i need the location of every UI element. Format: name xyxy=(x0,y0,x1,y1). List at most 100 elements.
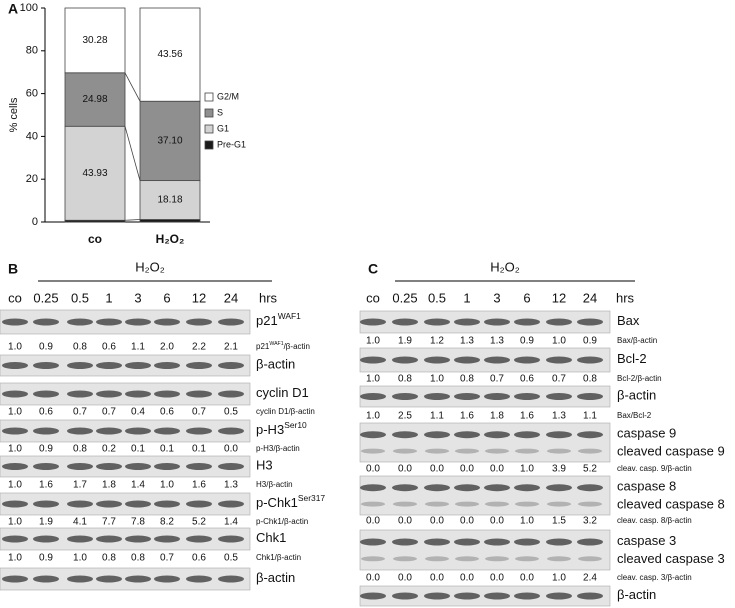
quantification: 0.0 xyxy=(430,464,444,475)
quantification: 0.0 xyxy=(366,464,380,475)
quantification: 3.9 xyxy=(552,464,566,475)
quantification: 1.0 xyxy=(8,480,22,491)
band xyxy=(424,431,450,439)
text-part: caspase 3 xyxy=(617,533,676,548)
band xyxy=(454,318,480,326)
band xyxy=(454,484,480,492)
column-label: 0.5 xyxy=(71,290,89,305)
quantification: 1.0 xyxy=(520,516,534,527)
band xyxy=(360,484,386,492)
band xyxy=(546,538,572,546)
band xyxy=(392,431,418,439)
column-label: co xyxy=(8,290,22,305)
band xyxy=(577,356,603,364)
quantification: 0.7 xyxy=(552,374,566,385)
quantification: 0.8 xyxy=(583,374,597,385)
band xyxy=(96,500,122,508)
band xyxy=(546,431,572,439)
band xyxy=(454,431,480,439)
band xyxy=(485,448,509,454)
band xyxy=(360,318,386,326)
band xyxy=(455,556,479,562)
blot-label: H3 xyxy=(256,458,273,473)
band xyxy=(454,538,480,546)
band xyxy=(218,390,244,398)
quantification: 0.0 xyxy=(430,573,444,584)
treatment-label: H₂O₂ xyxy=(490,259,520,274)
band xyxy=(361,556,385,562)
band xyxy=(484,592,510,600)
text-part: Chk1 xyxy=(256,530,286,545)
text-part: p-H3/β-actin xyxy=(256,444,300,453)
superscript: Ser317 xyxy=(298,493,326,503)
legend-swatch xyxy=(204,124,214,134)
text-part: caspase 9 xyxy=(617,426,676,441)
legend-swatch xyxy=(204,92,214,102)
ratio-label: Bax/β-actin xyxy=(617,336,657,345)
blot-label: cleaved caspase 9 xyxy=(617,444,725,459)
quantification: 0.6 xyxy=(520,374,534,385)
quantification: 1.0 xyxy=(8,553,22,564)
band xyxy=(186,427,212,435)
band xyxy=(33,318,59,326)
quantification: 0.0 xyxy=(366,516,380,527)
band xyxy=(2,535,28,543)
band xyxy=(514,318,540,326)
quantification: 1.0 xyxy=(8,342,22,353)
blot xyxy=(0,419,251,443)
quantification: 0.6 xyxy=(39,407,53,418)
band xyxy=(514,393,540,400)
band xyxy=(424,318,450,326)
quantification: 0.9 xyxy=(39,342,53,353)
band xyxy=(67,500,93,508)
legend-label: G2/M xyxy=(217,91,239,101)
column-label: 0.25 xyxy=(33,290,58,305)
band xyxy=(96,427,122,435)
quantification: 0.7 xyxy=(490,374,504,385)
band xyxy=(360,538,386,546)
quantification: 0.0 xyxy=(398,516,412,527)
band xyxy=(515,556,539,562)
band xyxy=(2,575,28,583)
column-label: 0.25 xyxy=(392,290,417,305)
column-label: 1 xyxy=(105,290,112,305)
treatment-label: H₂O₂ xyxy=(135,259,165,274)
column-label: 0.5 xyxy=(428,290,446,305)
band xyxy=(33,390,59,398)
text-part: H3 xyxy=(256,458,273,473)
value-label: 43.56 xyxy=(157,49,182,60)
blot-label: caspase 8 xyxy=(617,479,676,494)
quantification: 0.8 xyxy=(398,374,412,385)
text-part: Bcl-2/β-actin xyxy=(617,374,662,383)
band xyxy=(67,427,93,435)
quantification: 1.5 xyxy=(552,516,566,527)
quantification: 5.2 xyxy=(583,464,597,475)
quantification: 0.5 xyxy=(224,407,238,418)
quantification: 1.7 xyxy=(73,480,87,491)
ratio-label: Bax/Bcl-2 xyxy=(617,411,652,420)
band xyxy=(485,556,509,562)
band xyxy=(154,535,180,543)
band xyxy=(393,448,417,454)
ratio-label: p-H3/β-actin xyxy=(256,444,300,453)
quantification: 0.0 xyxy=(490,573,504,584)
band xyxy=(425,556,449,562)
superscript: WAF1 xyxy=(269,341,283,347)
unit-label: hrs xyxy=(616,290,635,305)
band xyxy=(67,463,93,470)
quantification: 0.5 xyxy=(224,553,238,564)
blot xyxy=(0,382,251,406)
quantification: 0.0 xyxy=(490,464,504,475)
text-part: Bcl-2 xyxy=(617,351,647,366)
value-label: 24.98 xyxy=(82,94,107,105)
quantification: 4.1 xyxy=(73,517,87,528)
text-part: p21 xyxy=(256,313,278,328)
column-label: co xyxy=(366,290,380,305)
ratio-label: cyclin D1/β-actin xyxy=(256,407,315,416)
quantification: 7.8 xyxy=(131,517,145,528)
column-label: 1 xyxy=(463,290,470,305)
band xyxy=(33,535,59,543)
quantification: 1.3 xyxy=(552,411,566,422)
band xyxy=(455,448,479,454)
band xyxy=(33,500,59,508)
